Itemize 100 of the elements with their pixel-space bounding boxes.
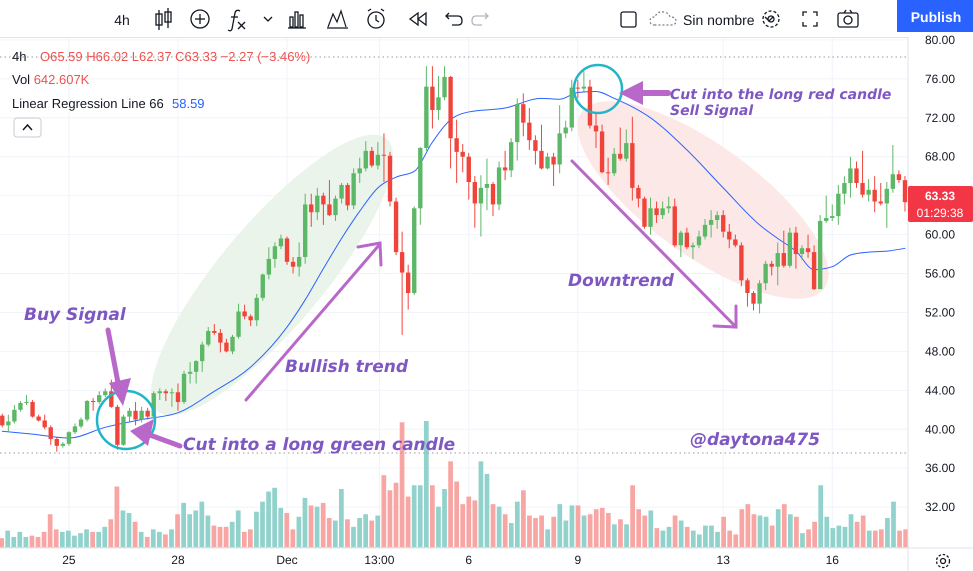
annotation: Sell Signal <box>670 103 754 119</box>
candlestick <box>24 394 29 406</box>
candlestick <box>284 236 290 266</box>
candlestick <box>564 120 568 139</box>
candlestick <box>648 197 653 236</box>
candlestick <box>702 218 708 240</box>
candlestick <box>842 176 847 205</box>
candlestick <box>339 182 344 204</box>
annotation: @daytona475 <box>690 430 820 450</box>
candlestick <box>18 400 23 412</box>
candlestick <box>521 92 526 137</box>
candlestick <box>854 161 859 188</box>
candlestick <box>612 147 616 177</box>
text: 4h <box>114 12 130 28</box>
candlestick <box>696 230 702 249</box>
y-tick-label: 80.00 <box>924 32 956 47</box>
text: 01:29:38 <box>916 206 964 220</box>
candlestick <box>660 200 665 220</box>
bar <box>770 526 775 547</box>
candlestick <box>272 242 278 268</box>
y-tick-label: 76.00 <box>924 72 956 86</box>
text: Linear Regression Line 66 <box>12 96 164 111</box>
candlestick <box>442 66 447 101</box>
candlestick <box>618 127 622 162</box>
bar <box>788 514 793 547</box>
x-tick-label: 13 <box>716 553 730 567</box>
bar <box>175 514 180 547</box>
candlestick <box>763 260 768 291</box>
x-tick-label: 9 <box>574 553 582 567</box>
candlestick <box>309 193 314 228</box>
candlestick <box>582 70 586 92</box>
bar <box>654 528 660 547</box>
candlestick <box>890 144 896 194</box>
candlestick <box>884 182 889 228</box>
bar <box>618 519 623 547</box>
y-tick-label: 40.00 <box>924 422 956 436</box>
bar <box>551 516 556 547</box>
candlestick <box>745 278 750 308</box>
candlestick <box>757 280 762 314</box>
x-tick-label: Dec <box>276 553 298 567</box>
bar <box>132 522 138 547</box>
candlestick <box>527 108 532 150</box>
candlestick <box>200 341 204 372</box>
candlestick <box>78 417 84 429</box>
bar <box>0 538 4 547</box>
bar <box>90 532 95 547</box>
bar <box>612 524 617 547</box>
bar <box>430 485 435 547</box>
candlestick <box>576 79 580 99</box>
candlestick <box>400 231 404 336</box>
candlestick <box>872 176 877 213</box>
bar <box>314 506 320 547</box>
candlestick <box>327 180 332 217</box>
candlestick <box>606 157 610 186</box>
bar <box>684 526 690 547</box>
candlestick <box>321 192 326 226</box>
annotation: Buy Signal <box>24 305 127 325</box>
candlestick <box>30 400 35 418</box>
y-tick-label: 60.00 <box>924 228 956 242</box>
candlestick <box>0 413 4 428</box>
candlestick <box>594 112 598 148</box>
candlestick <box>212 324 216 336</box>
candlestick <box>551 152 556 186</box>
bar <box>776 509 781 547</box>
candlestick <box>370 146 374 168</box>
candlestick <box>170 388 174 408</box>
candlestick <box>824 195 828 224</box>
text: 63.33 <box>924 189 956 203</box>
bar <box>369 520 374 547</box>
candlestick <box>472 176 478 228</box>
candlestick <box>460 144 465 173</box>
annotation: Bullish trend <box>285 357 409 377</box>
candlestick <box>539 124 544 170</box>
x-tick-label: 13:00 <box>364 553 395 567</box>
candlestick <box>902 175 908 212</box>
candlestick <box>242 304 247 320</box>
candlestick <box>782 230 786 268</box>
bar <box>345 519 350 547</box>
candlestick <box>358 157 362 184</box>
bar <box>144 536 150 547</box>
candlestick <box>836 184 841 226</box>
candlestick <box>278 234 284 250</box>
bar <box>169 529 174 547</box>
candlestick <box>12 404 17 424</box>
candlestick <box>484 158 490 211</box>
bar <box>794 516 799 547</box>
candlestick <box>382 132 386 183</box>
y-tick-label: 48.00 <box>924 344 956 358</box>
x-tick-label: 28 <box>171 553 185 567</box>
candlestick <box>727 223 732 249</box>
candlestick <box>878 182 883 206</box>
bar <box>375 516 380 547</box>
candlestick <box>708 210 714 238</box>
bar <box>496 506 502 547</box>
candlestick <box>345 182 350 211</box>
candlestick <box>6 414 11 433</box>
candlestick <box>533 134 538 166</box>
text: Publish <box>910 9 962 25</box>
candlestick <box>794 226 798 270</box>
text: 4h <box>12 49 26 64</box>
